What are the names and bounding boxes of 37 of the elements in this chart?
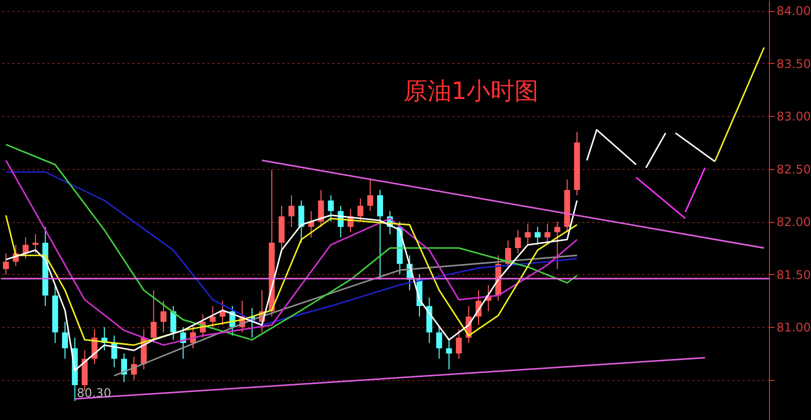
candlestick bbox=[456, 328, 462, 360]
candlestick bbox=[554, 221, 560, 270]
candlestick bbox=[298, 200, 304, 244]
candlestick bbox=[514, 230, 521, 254]
y-tick-label: 81.00 bbox=[776, 320, 811, 335]
candlestick bbox=[318, 189, 324, 228]
candlestick bbox=[357, 198, 364, 222]
candlestick bbox=[220, 300, 226, 326]
candlestick bbox=[377, 189, 384, 280]
candlestick bbox=[544, 223, 550, 244]
text: 原油1小时图 bbox=[403, 77, 539, 105]
candlestick bbox=[524, 223, 531, 246]
y-tick-label: 81.50 bbox=[776, 268, 811, 282]
line-series bbox=[5, 171, 578, 326]
candlestick bbox=[160, 300, 166, 333]
candlestick bbox=[288, 194, 294, 228]
candlestick bbox=[210, 306, 216, 328]
candlestick bbox=[436, 326, 442, 360]
line-series bbox=[5, 200, 578, 372]
candlestick bbox=[534, 226, 541, 246]
line-series bbox=[113, 254, 578, 376]
candlestick bbox=[32, 234, 38, 254]
candlestick bbox=[328, 194, 334, 222]
line-series bbox=[5, 214, 578, 346]
y-tick-label: 83.50 bbox=[776, 56, 811, 71]
candlestick bbox=[367, 178, 374, 212]
candlestick bbox=[62, 321, 68, 360]
candlestick bbox=[2, 252, 9, 275]
y-tick-label: 82.50 bbox=[776, 162, 811, 176]
candlestick bbox=[446, 339, 452, 370]
candlestick bbox=[150, 290, 157, 344]
candlestick bbox=[170, 306, 176, 340]
y-tick-label: 83.00 bbox=[776, 110, 811, 124]
y-tick-label: 82.00 bbox=[776, 215, 811, 230]
annotation: 80.30 bbox=[76, 386, 112, 400]
y-tick-label: 84.00 bbox=[776, 4, 811, 18]
candlestick bbox=[22, 236, 29, 260]
